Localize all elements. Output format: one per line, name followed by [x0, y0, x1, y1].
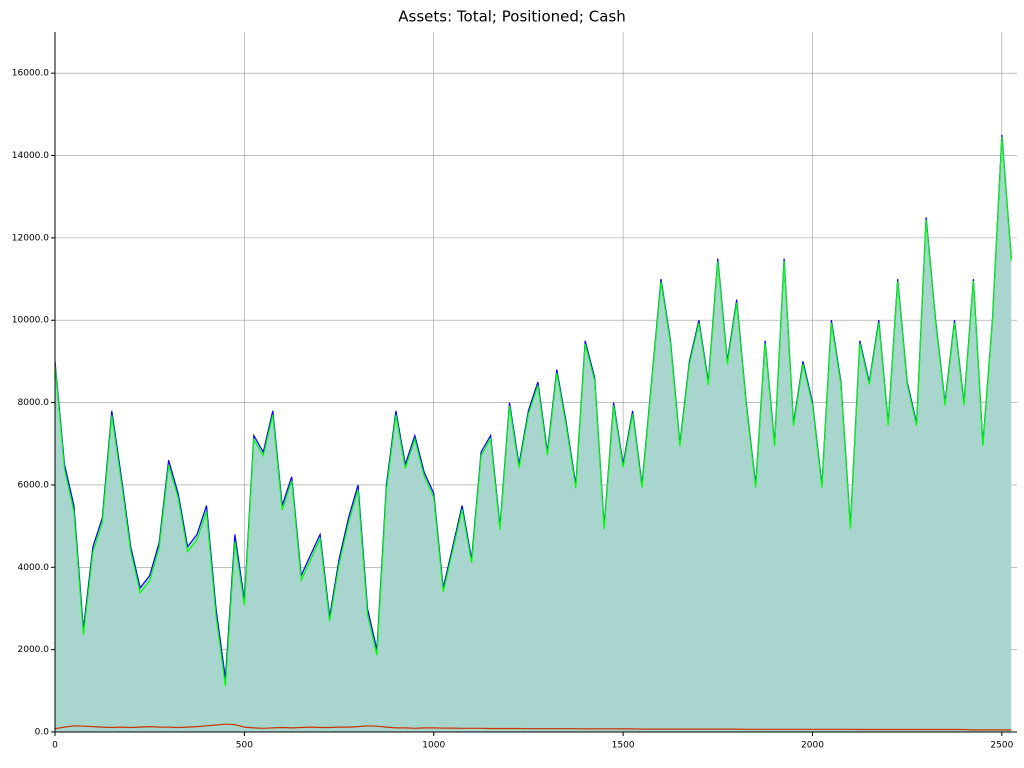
x-tick-label: 1000	[422, 741, 445, 751]
y-tick-label: 0.0	[35, 728, 50, 738]
series-line	[54, 723, 1012, 731]
x-tick-label: 2000	[801, 741, 824, 751]
series-area	[55, 134, 1012, 732]
x-tick-label: 500	[236, 741, 253, 751]
y-tick-label: 14000.0	[12, 151, 49, 161]
x-tick-label: 0	[52, 741, 58, 751]
x-tick-label: 2500	[990, 741, 1013, 751]
y-tick-label: 16000.0	[12, 69, 49, 79]
y-tick-label: 8000.0	[18, 398, 50, 408]
chart-title: Assets: Total; Positioned; Cash	[398, 8, 625, 26]
y-tick-label: 2000.0	[18, 645, 50, 655]
y-tick-label: 6000.0	[18, 480, 50, 490]
y-tick-label: 10000.0	[12, 316, 49, 326]
y-tick-label: 4000.0	[18, 563, 50, 573]
series-line	[54, 136, 1012, 687]
y-tick-label: 12000.0	[12, 233, 49, 243]
x-tick-label: 1500	[612, 741, 635, 751]
